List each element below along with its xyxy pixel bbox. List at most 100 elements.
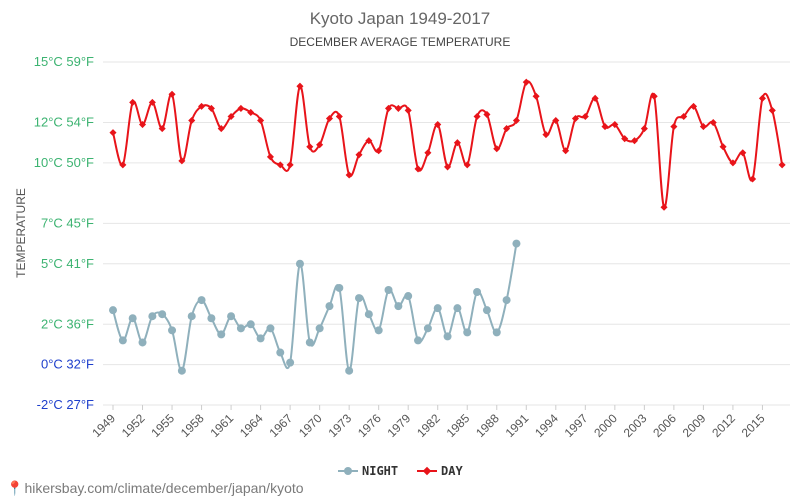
day-data-point[interactable] xyxy=(404,106,412,114)
night-data-point[interactable] xyxy=(443,332,452,341)
day-data-point[interactable] xyxy=(355,151,363,159)
day-data-point[interactable] xyxy=(493,145,501,153)
day-data-point[interactable] xyxy=(749,175,757,183)
day-data-point[interactable] xyxy=(178,157,186,165)
day-data-point[interactable] xyxy=(129,98,137,106)
day-data-point[interactable] xyxy=(444,163,452,171)
day-data-point[interactable] xyxy=(571,114,580,123)
legend-item-day[interactable]: DAY xyxy=(417,464,463,478)
night-data-point[interactable] xyxy=(374,326,383,335)
day-data-point[interactable] xyxy=(719,143,727,151)
night-data-point[interactable] xyxy=(177,366,186,375)
day-data-point[interactable] xyxy=(148,98,156,106)
day-data-point[interactable] xyxy=(522,78,530,86)
night-data-point[interactable] xyxy=(266,324,275,333)
day-data-point[interactable] xyxy=(217,125,225,133)
day-data-point[interactable] xyxy=(562,147,570,155)
night-data-point[interactable] xyxy=(128,314,137,323)
night-data-point[interactable] xyxy=(109,306,117,315)
night-data-point[interactable] xyxy=(482,306,491,315)
day-data-point[interactable] xyxy=(316,141,324,149)
day-data-point[interactable] xyxy=(630,137,639,145)
day-data-point[interactable] xyxy=(424,149,432,157)
day-data-point[interactable] xyxy=(453,139,461,147)
night-data-point[interactable] xyxy=(187,312,196,321)
day-data-point[interactable] xyxy=(257,116,265,125)
day-data-point[interactable] xyxy=(601,123,609,131)
day-data-point[interactable] xyxy=(650,92,658,100)
night-data-point[interactable] xyxy=(384,285,393,294)
night-data-point[interactable] xyxy=(256,334,265,343)
day-data-point[interactable] xyxy=(532,92,540,100)
night-data-point[interactable] xyxy=(512,239,521,248)
night-data-point[interactable] xyxy=(148,312,157,321)
day-data-point[interactable] xyxy=(758,94,766,102)
night-data-point[interactable] xyxy=(305,338,314,347)
day-data-point[interactable] xyxy=(729,159,737,167)
day-data-point[interactable] xyxy=(335,112,343,121)
day-data-point[interactable] xyxy=(640,125,648,133)
night-data-point[interactable] xyxy=(168,326,177,335)
day-data-point[interactable] xyxy=(621,135,629,143)
day-data-point[interactable] xyxy=(660,203,668,211)
day-data-point[interactable] xyxy=(739,149,747,157)
day-data-point[interactable] xyxy=(581,112,589,121)
day-data-point[interactable] xyxy=(198,102,206,110)
day-data-point[interactable] xyxy=(237,104,245,112)
day-data-point[interactable] xyxy=(778,161,786,169)
day-data-point[interactable] xyxy=(680,112,688,121)
day-data-point[interactable] xyxy=(670,123,678,131)
day-data-point[interactable] xyxy=(473,112,481,121)
day-data-point[interactable] xyxy=(709,118,717,127)
day-data-point[interactable] xyxy=(286,161,294,169)
night-data-point[interactable] xyxy=(227,312,236,321)
day-data-point[interactable] xyxy=(414,165,422,173)
day-data-point[interactable] xyxy=(611,121,619,129)
day-data-point[interactable] xyxy=(325,114,334,123)
day-data-point[interactable] xyxy=(276,161,284,169)
night-data-point[interactable] xyxy=(463,328,472,337)
day-data-point[interactable] xyxy=(266,153,274,161)
day-data-point[interactable] xyxy=(345,171,353,179)
night-data-point[interactable] xyxy=(118,336,127,345)
night-data-point[interactable] xyxy=(492,328,501,337)
day-data-point[interactable] xyxy=(768,106,776,114)
night-data-point[interactable] xyxy=(246,320,255,329)
day-data-point[interactable] xyxy=(306,143,314,151)
day-data-point[interactable] xyxy=(188,116,196,125)
legend-item-night[interactable]: NIGHT xyxy=(338,464,398,478)
day-data-point[interactable] xyxy=(463,161,471,169)
day-data-point[interactable] xyxy=(158,125,166,133)
night-data-point[interactable] xyxy=(473,288,482,297)
day-data-point[interactable] xyxy=(512,116,520,125)
day-data-point[interactable] xyxy=(690,102,698,110)
night-data-point[interactable] xyxy=(433,304,442,313)
night-data-point[interactable] xyxy=(364,310,373,319)
day-data-point[interactable] xyxy=(483,110,491,118)
night-data-point[interactable] xyxy=(158,310,167,319)
night-data-point[interactable] xyxy=(138,338,147,347)
night-data-point[interactable] xyxy=(345,366,354,375)
day-data-point[interactable] xyxy=(207,104,215,112)
night-data-point[interactable] xyxy=(414,336,423,345)
day-data-point[interactable] xyxy=(227,112,235,121)
night-data-point[interactable] xyxy=(423,324,432,333)
day-data-point[interactable] xyxy=(699,123,707,131)
night-data-point[interactable] xyxy=(315,324,324,333)
night-data-point[interactable] xyxy=(453,304,462,313)
day-data-point[interactable] xyxy=(394,104,402,112)
night-data-point[interactable] xyxy=(207,314,216,323)
night-data-point[interactable] xyxy=(355,294,363,303)
day-data-point[interactable] xyxy=(434,121,442,129)
day-data-point[interactable] xyxy=(109,129,117,137)
source-link[interactable]: 📍hikersbay.com/climate/december/japan/ky… xyxy=(6,480,304,497)
day-data-point[interactable] xyxy=(503,125,511,133)
day-data-point[interactable] xyxy=(365,137,373,145)
night-data-point[interactable] xyxy=(325,302,334,311)
night-data-point[interactable] xyxy=(502,296,511,305)
day-data-point[interactable] xyxy=(542,131,550,139)
night-data-point[interactable] xyxy=(286,358,295,367)
day-data-point[interactable] xyxy=(375,147,383,155)
night-data-point[interactable] xyxy=(276,348,285,357)
day-data-point[interactable] xyxy=(384,104,393,112)
